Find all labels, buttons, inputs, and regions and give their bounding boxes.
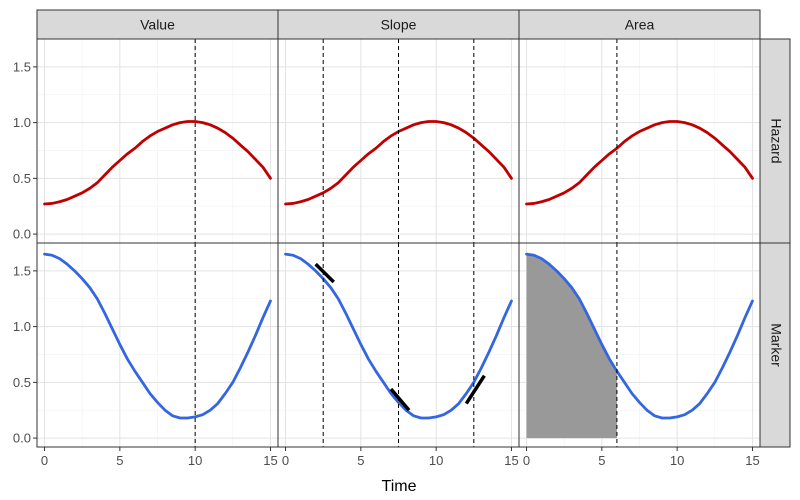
y-tick-label: 1.0 [13, 115, 31, 130]
strip-hazard: Hazard [759, 38, 791, 244]
area-under-curve [526, 254, 617, 439]
strip-background [518, 9, 761, 40]
panel-layer [36, 38, 761, 448]
slope-tangent-segment [464, 374, 486, 405]
y-tick-label: 0.5 [13, 171, 31, 186]
y-tick-label: 1.5 [13, 263, 31, 278]
panel-value-marker [36, 242, 279, 448]
slope-tangent-segment [389, 387, 411, 412]
strip-background [759, 242, 791, 448]
x-tick-label: 5 [598, 453, 605, 468]
y-tick-label: 1.0 [13, 319, 31, 334]
x-tick-label: 15 [745, 453, 759, 468]
y-tick-label: 1.5 [13, 59, 31, 74]
slope-tangent-segment [314, 262, 335, 284]
strip-marker: Marker [759, 242, 791, 448]
series-line-hazard [43, 120, 272, 206]
strip-background [36, 9, 279, 40]
y-tick-label: 0.0 [13, 227, 31, 242]
x-axis-title: Time [382, 478, 417, 495]
x-tick-label: 5 [116, 453, 123, 468]
strip-background [277, 9, 520, 40]
x-tick-label: 5 [357, 453, 364, 468]
x-tick-label: 10 [670, 453, 684, 468]
strip-label: Marker [768, 323, 784, 367]
x-tick-label: 10 [429, 453, 443, 468]
series-line-marker [525, 252, 754, 420]
strip-background [759, 38, 791, 244]
panel-value-hazard [36, 38, 279, 244]
y-tick-label: 0.5 [13, 375, 31, 390]
strip-value: Value [36, 9, 279, 40]
y-tick-label: 0.0 [13, 431, 31, 446]
x-tick-label: 0 [523, 453, 530, 468]
strip-label: Area [625, 17, 655, 33]
x-tick-label: 0 [282, 453, 289, 468]
panel-slope-marker [277, 242, 520, 448]
panel-slope-hazard [277, 38, 520, 244]
panel-area-marker [518, 242, 761, 448]
series-line-marker [43, 252, 272, 420]
panel-area-hazard [518, 38, 761, 244]
x-tick-label: 15 [504, 453, 518, 468]
strip-slope: Slope [277, 9, 520, 40]
strip-label: Hazard [768, 118, 784, 163]
series-line-hazard [525, 120, 754, 206]
axis-layer: Time 0.0 0.5 1.0 1.5 0.0 0.5 1.0 1.5 0 5 10 15 0 5 10 1… [13, 59, 760, 495]
strip-area: Area [518, 9, 761, 40]
x-tick-label: 10 [188, 453, 202, 468]
x-tick-label: 0 [41, 453, 48, 468]
strip-label: Value [140, 17, 175, 33]
strip-layer: Value Slope Area Hazard Marker [36, 9, 791, 448]
x-tick-label: 15 [263, 453, 277, 468]
strip-label: Slope [381, 17, 417, 33]
